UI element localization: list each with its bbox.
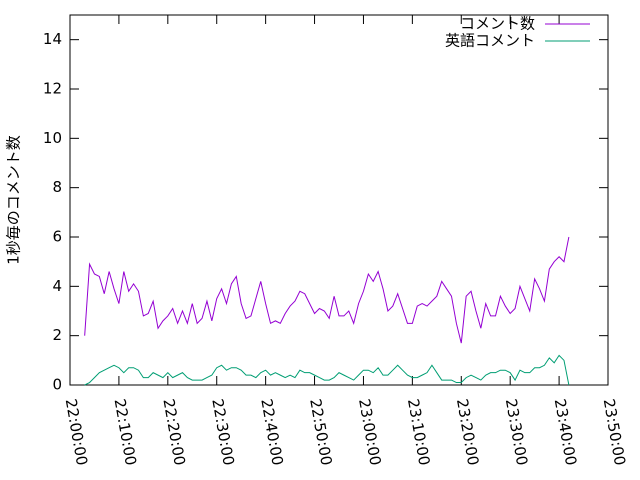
y-tick-label: 0 [52, 376, 62, 394]
y-tick-label: 10 [43, 129, 62, 147]
y-tick-label: 8 [52, 178, 62, 196]
legend-label: コメント数 [460, 15, 535, 33]
y-tick-label: 6 [52, 228, 62, 246]
y-axis-label: 1秒毎のコメント数 [5, 135, 23, 265]
y-tick-label: 2 [52, 326, 62, 344]
y-tick-label: 14 [43, 30, 62, 48]
legend-label: 英語コメント [445, 32, 535, 50]
plot-border [69, 14, 609, 386]
y-tick-label: 4 [52, 277, 62, 295]
series-line [84, 236, 570, 344]
series-line [84, 354, 570, 386]
y-tick-label: 12 [43, 80, 62, 98]
